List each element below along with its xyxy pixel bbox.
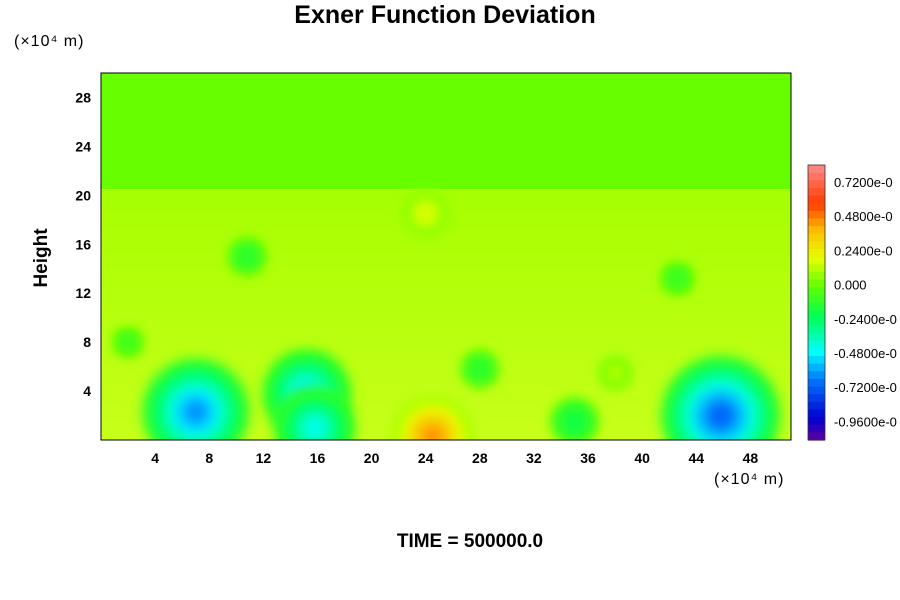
colorbar-segment xyxy=(808,378,825,388)
heatmap-feature xyxy=(124,338,132,346)
colorbar-segment xyxy=(808,371,825,380)
colorbar-segment xyxy=(808,333,825,342)
colorbar-segment xyxy=(808,409,825,418)
colorbar-frame xyxy=(807,164,826,441)
colorbar-segment xyxy=(808,348,825,357)
colorbar-segment xyxy=(808,287,825,296)
colorbar-segment xyxy=(808,424,825,433)
y-tick-label: 8 xyxy=(83,334,91,350)
plot-frame xyxy=(100,72,792,441)
heatmap-features xyxy=(113,191,781,440)
colorbar-label: 0.4800e-0 xyxy=(834,209,893,224)
colorbar-segment xyxy=(808,241,825,250)
heatmap-feature xyxy=(706,401,735,430)
x-tick-label: 40 xyxy=(634,450,650,466)
colorbar-segment xyxy=(808,264,825,273)
colorbar-segment xyxy=(808,310,825,319)
x-tick-label: 36 xyxy=(580,450,596,466)
heatmap-feature xyxy=(673,274,682,283)
colorbar: 0.7200e-0 0.4800e-0 0.2400e-0 0.000 -0.2400e… xyxy=(807,164,897,441)
x-tick-label: 28 xyxy=(472,450,488,466)
x-tick-label: 48 xyxy=(743,450,759,466)
x-tick-label: 20 xyxy=(364,450,380,466)
colorbar-segment xyxy=(808,256,825,265)
y-tick-label: 12 xyxy=(75,285,91,301)
colorbar-segment xyxy=(808,363,825,372)
y-tick-label: 16 xyxy=(75,236,91,252)
x-tick-label: 12 xyxy=(256,450,272,466)
y-tick-label: 20 xyxy=(75,187,91,203)
colorbar-segment xyxy=(808,210,825,220)
heatmap-feature xyxy=(475,364,485,374)
colorbar-segment xyxy=(808,226,825,235)
x-tick-label: 8 xyxy=(205,450,213,466)
colorbar-segment xyxy=(808,195,825,204)
colorbar-segment xyxy=(808,432,825,441)
heatmap-background-upper xyxy=(101,73,791,190)
x-tick-label: 16 xyxy=(310,450,326,466)
colorbar-segment xyxy=(808,355,825,365)
heatmap-feature xyxy=(242,252,252,261)
colorbar-label: -0.9600e-0 xyxy=(834,414,897,429)
colorbar-label: 0.7200e-0 xyxy=(834,175,893,190)
colorbar-segment xyxy=(808,394,825,403)
y-tick-label: 28 xyxy=(75,89,91,105)
time-label: TIME = 500000.0 xyxy=(396,531,544,552)
colorbar-segment xyxy=(808,218,825,227)
colorbar-segment xyxy=(808,249,825,258)
heatmap-feature xyxy=(422,426,443,440)
colorbar-segment xyxy=(808,233,825,242)
colorbar-segment xyxy=(808,386,825,395)
colorbar-segment xyxy=(808,417,825,426)
colorbar-label: -0.2400e-0 xyxy=(834,312,897,327)
colorbar-segment xyxy=(808,294,825,304)
colorbar-segment xyxy=(808,203,825,212)
x-axis-unit: (×10⁴ m) xyxy=(714,471,785,488)
colorbar-segment xyxy=(808,172,825,181)
x-tick-label: 32 xyxy=(526,450,542,466)
colorbar-segment xyxy=(808,187,825,197)
colorbar-label: 0.000 xyxy=(834,278,867,293)
colorbar-segment xyxy=(808,340,825,349)
colorbar-segment xyxy=(808,180,825,189)
heatmap-plot xyxy=(101,73,791,440)
x-tick-label: 44 xyxy=(689,450,705,466)
colorbar-segment xyxy=(808,317,825,327)
x-tick-label: 4 xyxy=(151,450,159,466)
chart-title: Exner Function Deviation xyxy=(294,1,596,29)
y-axis-unit: (×10⁴ m) xyxy=(14,33,85,50)
colorbar-segment xyxy=(808,279,825,288)
y-axis: 4 8 12 16 20 24 28 xyxy=(75,89,91,399)
x-axis: 4 8 12 16 20 24 28 32 36 40 44 48 xyxy=(151,450,758,466)
heatmap-feature xyxy=(305,418,325,438)
y-tick-label: 4 xyxy=(83,383,91,399)
colorbar-segment xyxy=(808,325,825,334)
colorbar-segment xyxy=(808,401,825,411)
colorbar-segment xyxy=(808,302,825,311)
heatmap-feature xyxy=(568,416,581,428)
colorbar-label: -0.4800e-0 xyxy=(834,346,897,361)
colorbar-label: 0.2400e-0 xyxy=(834,243,893,258)
colorbar-segment xyxy=(808,165,825,174)
x-tick-label: 24 xyxy=(418,450,434,466)
heatmap-feature xyxy=(420,208,431,219)
y-tick-label: 24 xyxy=(75,138,91,154)
heatmap-feature xyxy=(611,368,619,377)
colorbar-label: -0.7200e-0 xyxy=(834,380,897,395)
heatmap-feature xyxy=(182,399,209,425)
colorbar-segment xyxy=(808,271,825,281)
